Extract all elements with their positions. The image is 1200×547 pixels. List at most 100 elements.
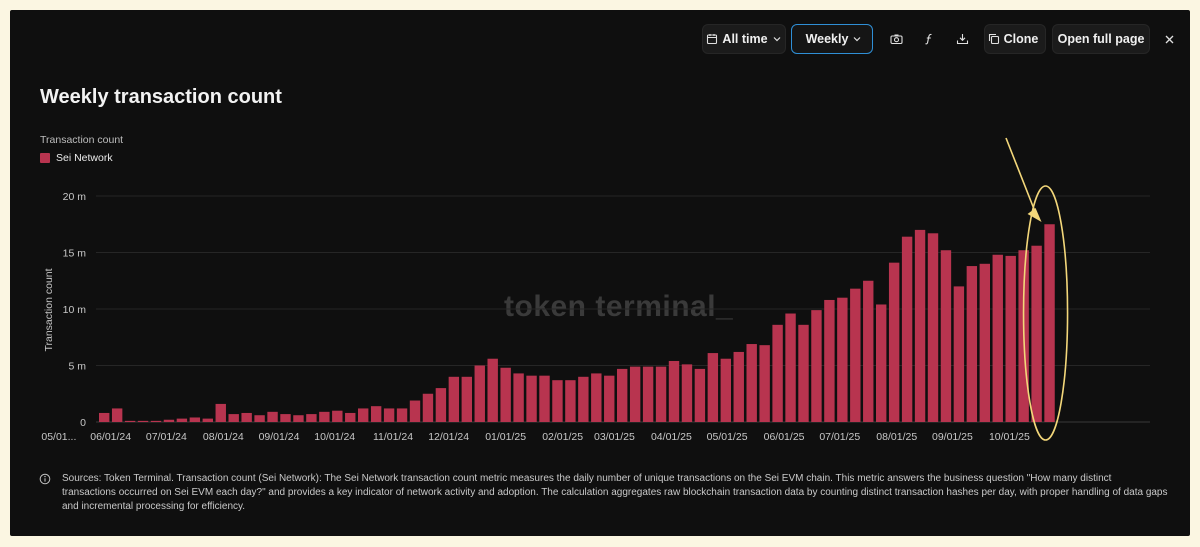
bar — [215, 403, 226, 422]
chart-title: Weekly transaction count — [40, 86, 282, 108]
bar — [578, 376, 589, 422]
watermark: token terminal_ — [504, 290, 734, 323]
x-tick-label: 08/01/25 — [876, 431, 917, 443]
bar — [448, 376, 460, 422]
bar — [901, 236, 913, 422]
bar — [526, 375, 537, 422]
range-dropdown[interactable]: All time — [702, 24, 786, 54]
bar — [163, 419, 175, 422]
source-note: Sources: Token Terminal. Transaction cou… — [38, 472, 1168, 514]
x-tick-label: 04/01/25 — [651, 431, 692, 443]
open-full-page-button[interactable]: Open full page — [1052, 24, 1150, 54]
function-icon — [925, 33, 932, 45]
bar — [487, 358, 498, 422]
x-tick-label: 11/01/24 — [373, 431, 413, 443]
bar — [137, 420, 149, 422]
bar — [150, 420, 162, 422]
x-tick-label: 08/01/24 — [203, 431, 244, 443]
bar — [500, 367, 511, 422]
bar — [772, 324, 783, 422]
bar — [176, 418, 188, 422]
bar — [785, 313, 796, 422]
chart-legend[interactable]: Sei Network — [40, 152, 113, 164]
bar — [591, 373, 602, 422]
bar — [474, 365, 485, 422]
y-tick-label: 0 — [80, 417, 86, 429]
bar — [888, 262, 900, 422]
x-tick-label: 02/01/25 — [542, 431, 583, 443]
bar — [617, 368, 628, 422]
interval-dropdown[interactable]: Weekly — [791, 24, 873, 54]
camera-icon — [889, 34, 903, 45]
x-tick-label: 12/01/24 — [428, 431, 469, 443]
bar — [345, 412, 356, 422]
bar — [202, 418, 213, 422]
x-tick-label: 10/01/24 — [314, 431, 355, 443]
x-tick-label: 03/01/25 — [594, 431, 635, 443]
legend-swatch — [40, 153, 50, 163]
annotation-ellipse — [1022, 185, 1069, 441]
download-icon — [956, 34, 968, 45]
bar — [409, 400, 421, 422]
y-tick-label: 20 m — [63, 191, 87, 203]
range-label: All time — [722, 32, 768, 46]
x-tick-label: 10/01/25 — [989, 431, 1030, 443]
open-full-page-label: Open full page — [1057, 32, 1145, 46]
formula-button[interactable] — [916, 24, 942, 54]
copy-icon — [988, 33, 999, 45]
y-tick-label: 5 m — [68, 361, 86, 373]
bar — [668, 360, 680, 422]
bar — [370, 406, 382, 422]
bar — [254, 415, 265, 422]
bar — [1005, 255, 1016, 422]
download-button[interactable] — [949, 24, 975, 54]
calendar-icon — [707, 34, 718, 45]
bar — [189, 417, 201, 422]
bar — [992, 254, 1003, 422]
bar — [824, 299, 835, 422]
x-tick-label: 07/01/24 — [146, 431, 187, 443]
bar — [733, 351, 744, 422]
bar — [1044, 224, 1055, 422]
bar — [565, 380, 576, 422]
bar — [629, 366, 641, 422]
bar — [435, 388, 447, 422]
info-icon — [39, 473, 51, 485]
bar — [940, 250, 952, 422]
x-tick-label: 09/01/25 — [932, 431, 973, 443]
bar — [358, 408, 369, 422]
bar — [979, 263, 990, 422]
bar — [513, 373, 524, 422]
close-button[interactable] — [1156, 24, 1182, 54]
bar — [914, 229, 926, 422]
bar — [306, 414, 317, 422]
bar — [720, 358, 731, 422]
chevron-down-icon — [773, 37, 781, 42]
bar — [422, 393, 434, 422]
x-tick-label: 01/01/25 — [485, 431, 526, 443]
bar — [1031, 245, 1042, 422]
annotation-arrowhead — [1027, 208, 1042, 222]
interval-label: Weekly — [805, 32, 849, 46]
clone-label: Clone — [1003, 32, 1039, 46]
metric-label: Transaction count — [40, 134, 124, 146]
bar — [241, 412, 252, 422]
bar — [604, 375, 615, 422]
x-tick-label: 07/01/25 — [819, 431, 860, 443]
bar — [332, 410, 343, 422]
clone-button[interactable]: Clone — [984, 24, 1046, 54]
bar — [267, 411, 278, 422]
y-axis-title: Transaction count — [43, 268, 55, 351]
y-tick-label: 10 m — [63, 304, 87, 316]
chevron-down-icon — [853, 37, 861, 42]
bar — [552, 380, 563, 422]
x-tick-label: 09/01/24 — [259, 431, 300, 443]
bar — [319, 411, 330, 422]
bar — [953, 286, 965, 422]
bar — [99, 412, 110, 422]
bar — [293, 415, 304, 422]
chart-panel: All time Weekly Clone Open full page Wee… — [10, 10, 1190, 536]
bar — [539, 375, 550, 422]
bar-chart: 0 5 m 10 m 15 m 20 m Transaction count 05/01..… — [41, 137, 1150, 443]
screenshot-button[interactable] — [883, 24, 909, 54]
